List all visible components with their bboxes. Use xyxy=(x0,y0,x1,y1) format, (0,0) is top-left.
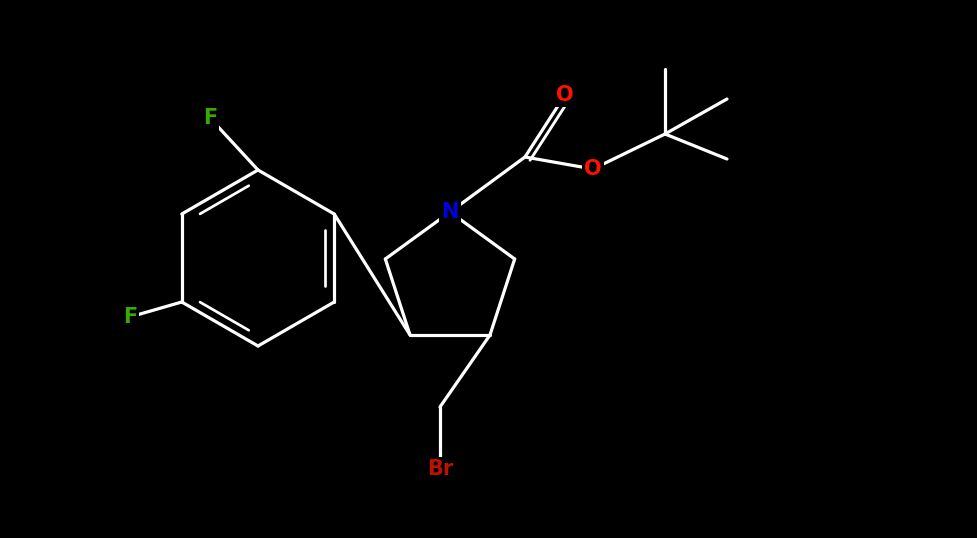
Text: O: O xyxy=(556,85,573,105)
Text: F: F xyxy=(203,108,217,128)
Text: O: O xyxy=(584,159,602,179)
Text: N: N xyxy=(442,202,458,222)
Text: Br: Br xyxy=(427,459,453,479)
Text: F: F xyxy=(123,307,137,327)
